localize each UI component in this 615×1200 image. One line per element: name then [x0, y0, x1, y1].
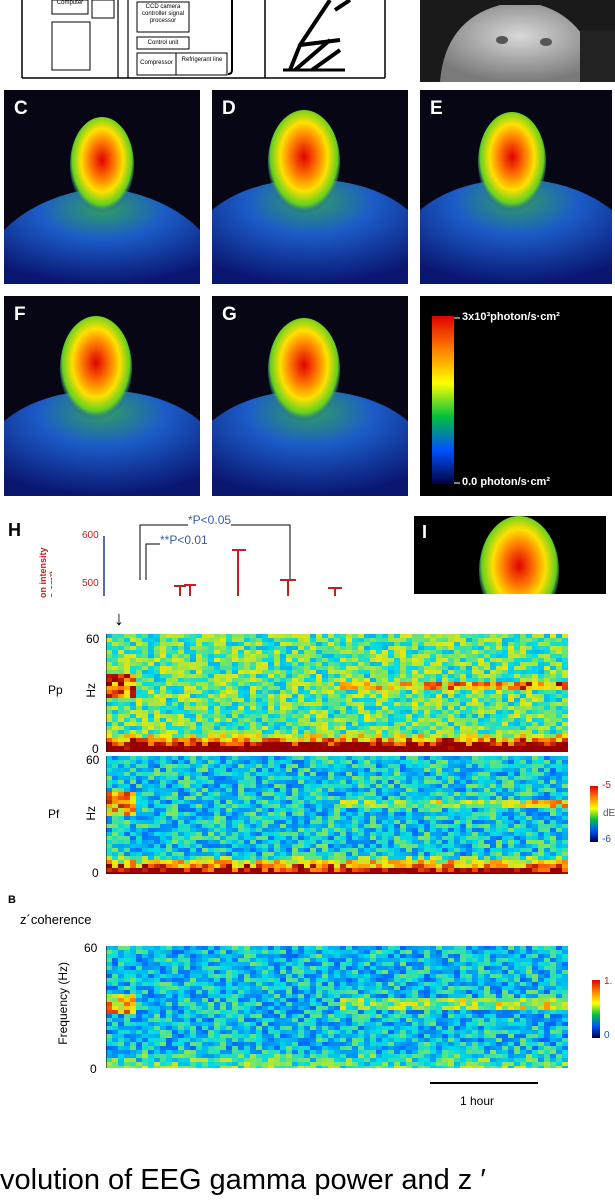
onset-arrow: ↓: [114, 608, 124, 630]
coherence-colorbar: [592, 980, 600, 1038]
control-unit-label: Control unit: [147, 40, 179, 46]
spectrogram-pp: [106, 634, 568, 752]
panel-h-tick-500: 500: [82, 578, 99, 589]
spectrogram-pf: [106, 756, 568, 874]
pf-hz-label: Hz: [84, 806, 98, 821]
panel-label-g: G: [222, 304, 237, 325]
pp-tick-0: 0: [92, 742, 99, 756]
panel-h-label: H: [8, 520, 21, 540]
panel-label-d: D: [222, 98, 236, 119]
thermal-panel-g: G: [212, 296, 408, 496]
panel-label-i: I: [422, 522, 428, 542]
power-colorbar-bottom: -6: [602, 834, 611, 845]
panel-label-c: C: [14, 98, 28, 119]
panel-label-e: E: [430, 98, 443, 119]
pf-tick-60: 60: [86, 753, 100, 767]
equipment-diagram: Computer CCD camera controller signal pr…: [0, 0, 400, 82]
coherence-colorbar-bottom: 0: [604, 1030, 610, 1041]
colorbar-panel: 3x10³photon/s·cm² 0.0 photon/s·cm²: [420, 296, 612, 496]
coh-tick-60: 60: [84, 941, 98, 955]
coherence-colorbar-top: 1.: [604, 976, 613, 987]
colorbar: [432, 316, 460, 484]
frequency-label: Frequency (Hz): [56, 962, 70, 1045]
power-colorbar-top: -5: [602, 780, 611, 791]
scale-bar: [430, 1082, 538, 1084]
pp-tick-60: 60: [86, 632, 100, 646]
figure-caption: volution of EEG gamma power and z ′: [0, 1164, 486, 1196]
subject-photo-drawing: [440, 5, 615, 82]
panel-h-tick-600: 600: [82, 530, 99, 541]
equipment-diagram-lines: [21, 0, 386, 79]
spectrogram-coherence: [106, 946, 568, 1068]
scale-bar-label: 1 hour: [460, 1094, 495, 1108]
coherence-label: z´coherence: [20, 912, 92, 927]
thermal-panel-f: F: [4, 296, 200, 496]
panel-b-label: B: [8, 894, 16, 906]
subject-photo: [420, 0, 615, 82]
refrigerant-label: Refrigerant line: [181, 57, 223, 63]
colorbar-bottom-label: 0.0 photon/s·cm²: [462, 476, 551, 488]
pf-label: Pf: [48, 807, 60, 821]
thermal-panel-e: E: [420, 90, 612, 284]
power-colorbar: [590, 786, 598, 842]
panel-label-f: F: [14, 304, 26, 325]
panel-h-ylabel: on intensity s·cm²): [38, 547, 52, 598]
coh-tick-0: 0: [90, 1062, 97, 1076]
ccd-label: CCD camera controller signal processor: [141, 4, 185, 24]
panel-i: I: [414, 516, 606, 594]
pp-hz-label: Hz: [84, 683, 98, 698]
thermal-panel-d: D: [212, 90, 408, 284]
computer-label: Computer: [56, 0, 84, 6]
power-colorbar-unit: dE: [603, 808, 615, 819]
panel-h-sig1: *P<0.05: [188, 513, 232, 527]
thermal-panel-c: C: [4, 90, 200, 284]
compressor-label: Compressor: [140, 60, 173, 66]
pp-label: Pp: [48, 683, 63, 697]
pf-tick-0: 0: [92, 866, 99, 880]
colorbar-top-label: 3x10³photon/s·cm²: [462, 311, 560, 323]
panel-h-sig2: **P<0.01: [160, 533, 208, 547]
